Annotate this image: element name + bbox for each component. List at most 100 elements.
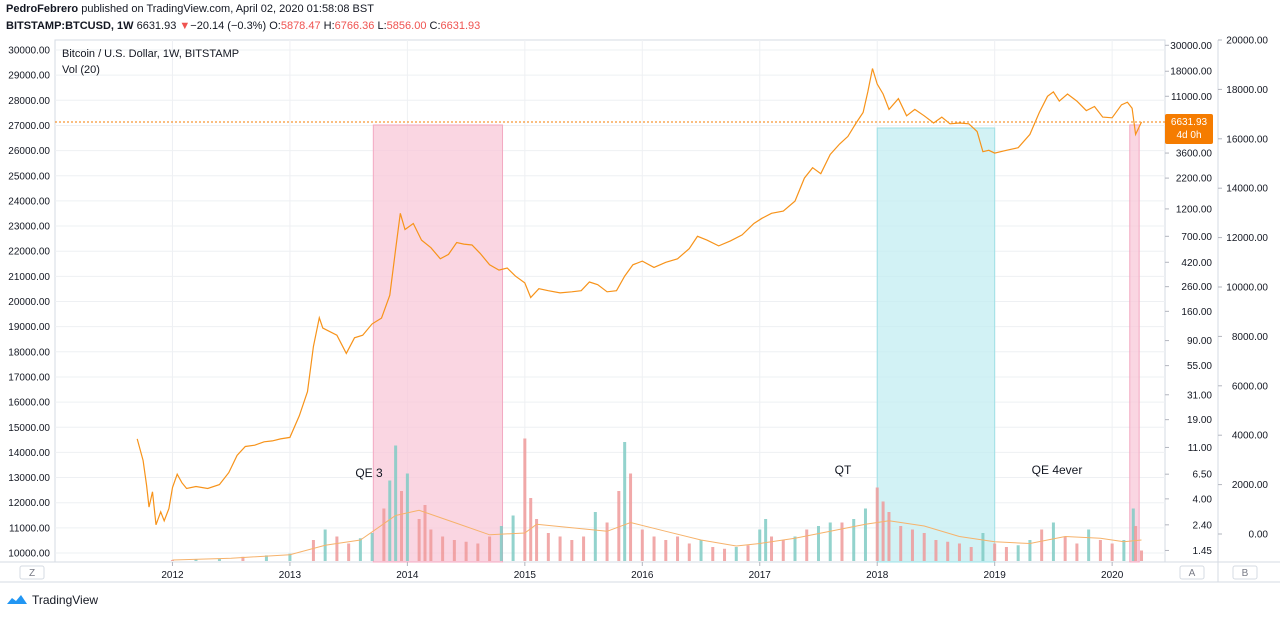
ohlc-legend: BITSTAMP:BTCUSD, 1W 6631.93 ▼−20.14 (−0.…: [6, 20, 480, 32]
right-tick-label: 260.00: [1181, 282, 1212, 293]
right-tick-label: 11.00: [1188, 443, 1213, 454]
volume-bar: [910, 529, 914, 561]
volume-bar: [746, 545, 750, 561]
volume-bar: [887, 512, 891, 561]
volume-bar: [881, 501, 885, 561]
right-tick-label: 30000.00: [1170, 41, 1212, 52]
right-tick-label: 18000.00: [1170, 67, 1212, 78]
volume-bar: [311, 540, 315, 561]
volume-bar: [969, 547, 973, 561]
right-tick-label: 4.00: [1193, 494, 1213, 505]
volume-bar: [264, 555, 268, 561]
volume-bar: [511, 515, 515, 561]
volume-bar: [488, 536, 492, 561]
change-value: −20.14 (−0.3%): [190, 20, 267, 32]
scale-b-button[interactable]: [1232, 565, 1258, 580]
volume-bar: [388, 480, 392, 561]
volume-bar: [629, 473, 633, 561]
x-tick-label: 2013: [279, 570, 302, 581]
price-series-line: [136, 68, 1143, 526]
left-tick-label: 26000.00: [8, 146, 50, 157]
right-tick-label: 420.00: [1181, 258, 1212, 269]
far-tick-label: 0.00: [1249, 530, 1269, 541]
right-tick-label: 90.00: [1187, 336, 1212, 347]
volume-bar: [758, 529, 762, 561]
volume-bar: [1134, 526, 1138, 561]
volume-bar: [770, 536, 774, 561]
left-tick-label: 21000.00: [8, 272, 50, 283]
volume-bar: [875, 487, 879, 561]
x-tick-label: 2018: [866, 570, 889, 581]
volume-bar: [417, 519, 421, 561]
volume-bar: [582, 536, 586, 561]
volume-bar: [1063, 536, 1067, 561]
x-tick-label: 2012: [161, 570, 184, 581]
right-tick-label: 19.00: [1187, 415, 1212, 426]
volume-bar: [170, 559, 174, 561]
author-name[interactable]: PedroFebrero: [6, 3, 79, 15]
left-price-axis[interactable]: 30000.00 29000.00 28000.00 27000.00 26000.00…: [8, 46, 50, 560]
left-tick-label: 11000.00: [9, 523, 50, 534]
brand-name: TradingView: [32, 593, 99, 607]
volume-bar: [828, 522, 832, 561]
bar-countdown: 4d 0h: [1176, 130, 1201, 141]
x-tick-label: 2019: [984, 570, 1007, 581]
volume-bar: [652, 536, 656, 561]
x-tick-label: 2015: [514, 570, 537, 581]
high-label: H:: [323, 20, 335, 32]
left-tick-label: 13000.00: [8, 473, 50, 484]
left-tick-label: 25000.00: [8, 171, 50, 182]
scale-z-label: Z: [29, 568, 35, 579]
far-tick-label: 12000.00: [1226, 233, 1268, 244]
volume-bar: [605, 522, 609, 561]
volume-bar: [993, 543, 997, 561]
volume-bar: [816, 526, 820, 561]
volume-bar: [1051, 522, 1055, 561]
scale-a-button[interactable]: [1179, 565, 1205, 580]
volume-bar: [593, 512, 597, 561]
log-price-axis[interactable]: 30000.00 18000.00 11000.00 3600.00 2200.00 12…: [1165, 41, 1212, 557]
volume-bar: [676, 536, 680, 561]
volume-axis[interactable]: 20000.00 18000.00 16000.00 14000.00 12000.00…: [1218, 36, 1268, 541]
volume-bar: [764, 519, 768, 561]
scale-z-button[interactable]: [19, 565, 45, 580]
right-tick-label: 3600.00: [1176, 149, 1213, 160]
volume-bar: [464, 541, 468, 561]
volume-bar: [370, 533, 374, 561]
far-tick-label: 4000.00: [1232, 431, 1269, 442]
volume-bar: [899, 526, 903, 561]
volume-bar: [957, 543, 961, 561]
last-price-badge: 6631.93 4d 0h: [1165, 114, 1213, 145]
time-axis[interactable]: 2012 2013 2014 2015 2016 2017 2018 2019 2020: [161, 562, 1124, 581]
volume-bar: [1075, 543, 1079, 561]
indicator-label: Vol (20): [62, 64, 100, 76]
far-tick-label: 14000.00: [1226, 184, 1268, 195]
scale-b-label: B: [1242, 568, 1249, 579]
volume-bar: [1087, 529, 1091, 561]
volume-bar: [523, 438, 527, 561]
highlight-bands: [372, 124, 1140, 563]
band-label: QE 3: [355, 466, 383, 480]
left-tick-label: 10000.00: [8, 549, 50, 560]
volume-bar: [922, 533, 926, 561]
band-qt: [876, 127, 996, 563]
volume-bar: [852, 519, 856, 561]
volume-bars: [170, 438, 1144, 561]
far-tick-label: 18000.00: [1226, 85, 1268, 96]
volume-bar: [558, 536, 562, 561]
volume-bar: [1004, 547, 1008, 561]
x-tick-label: 2016: [631, 570, 654, 581]
band-label: QT: [835, 463, 852, 477]
footer-brand[interactable]: TradingView: [6, 593, 98, 607]
volume-bar: [1098, 540, 1102, 561]
volume-bar: [335, 536, 339, 561]
volume-bar: [664, 540, 668, 561]
volume-bar: [981, 533, 985, 561]
gridlines: [55, 40, 1165, 562]
volume-bar: [1016, 545, 1020, 561]
volume-bar: [241, 556, 245, 561]
left-tick-label: 16000.00: [8, 398, 50, 409]
left-tick-label: 30000.00: [8, 46, 50, 57]
volume-bar: [405, 473, 409, 561]
